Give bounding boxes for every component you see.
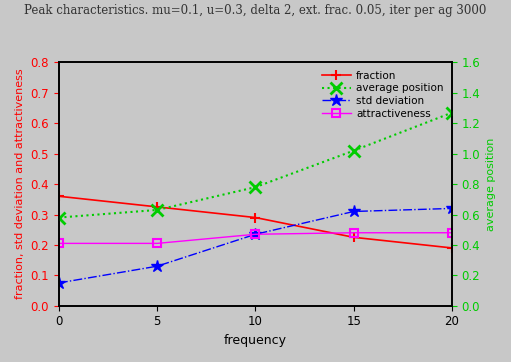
fraction: [56, 194, 62, 198]
fraction: [154, 205, 160, 209]
average position: [252, 185, 259, 189]
average position: [56, 215, 62, 220]
attractiveness: [56, 241, 62, 245]
X-axis label: frequency: frequency: [224, 334, 287, 347]
Y-axis label: average position: average position: [486, 138, 496, 231]
attractiveness: [351, 231, 357, 235]
std deviation: [154, 264, 160, 268]
std deviation: [351, 209, 357, 214]
Line: std deviation: std deviation: [53, 202, 458, 289]
attractiveness: [154, 241, 160, 245]
Line: average position: average position: [53, 106, 458, 224]
Line: fraction: fraction: [54, 191, 457, 253]
fraction: [351, 235, 357, 240]
Legend: fraction, average position, std deviation, attractiveness: fraction, average position, std deviatio…: [319, 68, 447, 122]
Line: attractiveness: attractiveness: [55, 228, 456, 248]
Text: Peak characteristics. mu=0.1, u=0.3, delta 2, ext. frac. 0.05, iter per ag 3000: Peak characteristics. mu=0.1, u=0.3, del…: [25, 4, 486, 17]
std deviation: [449, 206, 455, 211]
std deviation: [252, 232, 259, 236]
std deviation: [56, 281, 62, 285]
average position: [351, 148, 357, 153]
fraction: [449, 246, 455, 250]
attractiveness: [252, 232, 259, 236]
average position: [154, 208, 160, 212]
Y-axis label: fraction, std deviation and attractiveness: fraction, std deviation and attractivene…: [15, 69, 25, 299]
average position: [449, 110, 455, 115]
attractiveness: [449, 231, 455, 235]
fraction: [252, 215, 259, 220]
